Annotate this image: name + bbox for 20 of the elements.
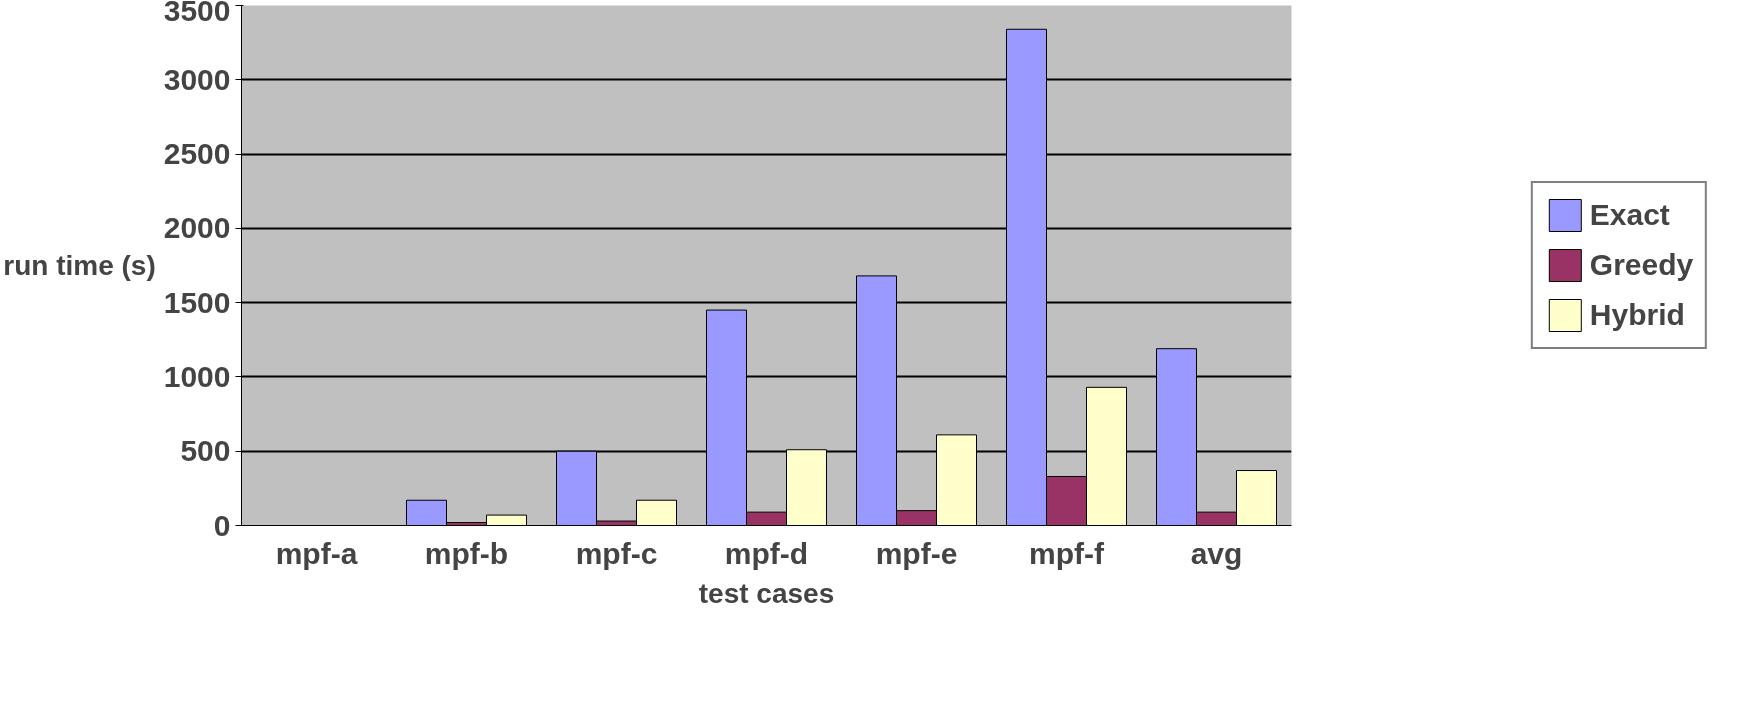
x-tick-label: mpf-b [424,536,509,570]
legend-label: Exact [1589,198,1670,232]
legend-label: Greedy [1589,248,1694,282]
legend-label: Hybrid [1589,298,1685,332]
y-tick-label: 2500 [163,137,231,171]
x-tick-label: mpf-c [575,536,658,570]
x-axis-title: test cases [698,577,835,609]
y-tick-label: 500 [180,434,231,468]
y-tick-label: 1000 [163,359,231,393]
y-tick-label: 3000 [163,62,231,96]
x-tick-label: avg [1190,536,1243,570]
x-tick-label: mpf-a [275,536,358,570]
x-tick-label: mpf-d [724,536,809,570]
y-tick-label: 1500 [163,285,231,319]
y-tick-label: 2000 [163,211,231,245]
y-tick-label: 0 [213,508,231,542]
x-tick-label: mpf-e [875,536,958,570]
y-axis-title: run time (s) [3,250,156,281]
y-tick-label: 3500 [163,0,231,27]
x-tick-label: mpf-f [1029,536,1105,570]
